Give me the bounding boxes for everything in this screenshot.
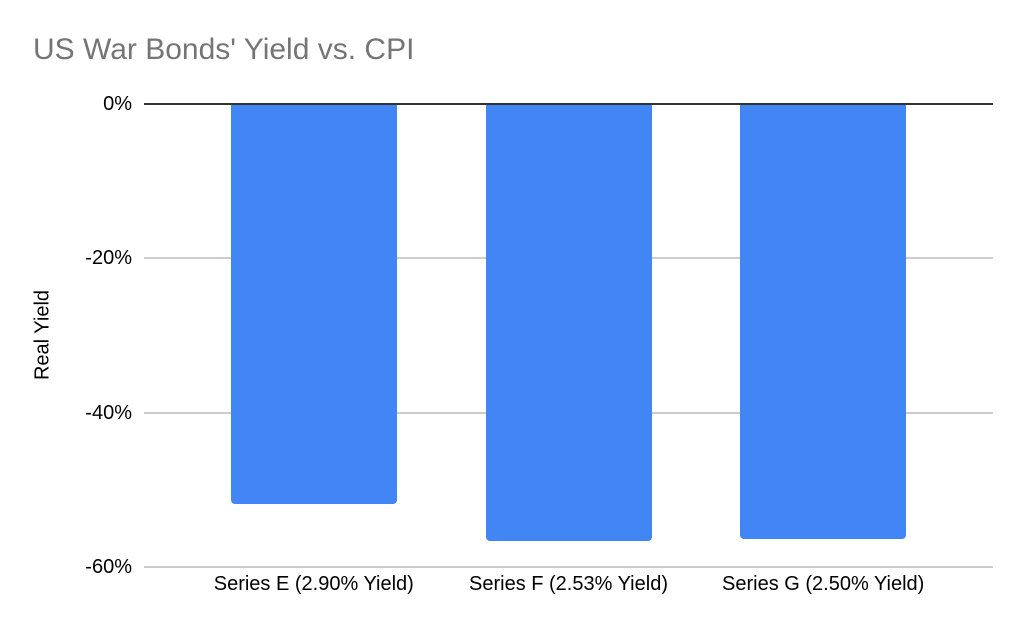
zero-axis-line bbox=[144, 103, 993, 105]
bar-series-e bbox=[230, 104, 397, 504]
y-axis-title: Real Yield bbox=[31, 289, 54, 381]
y-tick-label: -20% bbox=[85, 247, 132, 270]
y-tick-label: -40% bbox=[85, 401, 132, 424]
chart-title: US War Bonds' Yield vs. CPI bbox=[33, 33, 415, 66]
x-axis-label: Series G (2.50% Yield) bbox=[722, 573, 925, 595]
gridline bbox=[144, 566, 993, 568]
x-axis-label: Series F (2.53% Yield) bbox=[469, 573, 668, 595]
x-axis-label: Series E (2.90% Yield) bbox=[213, 573, 414, 595]
y-tick-label: -60% bbox=[85, 556, 132, 578]
plot-area bbox=[144, 103, 993, 568]
y-tick-label: 0% bbox=[103, 93, 132, 115]
bar-series-g bbox=[740, 104, 907, 540]
bar-series-f bbox=[485, 104, 652, 541]
